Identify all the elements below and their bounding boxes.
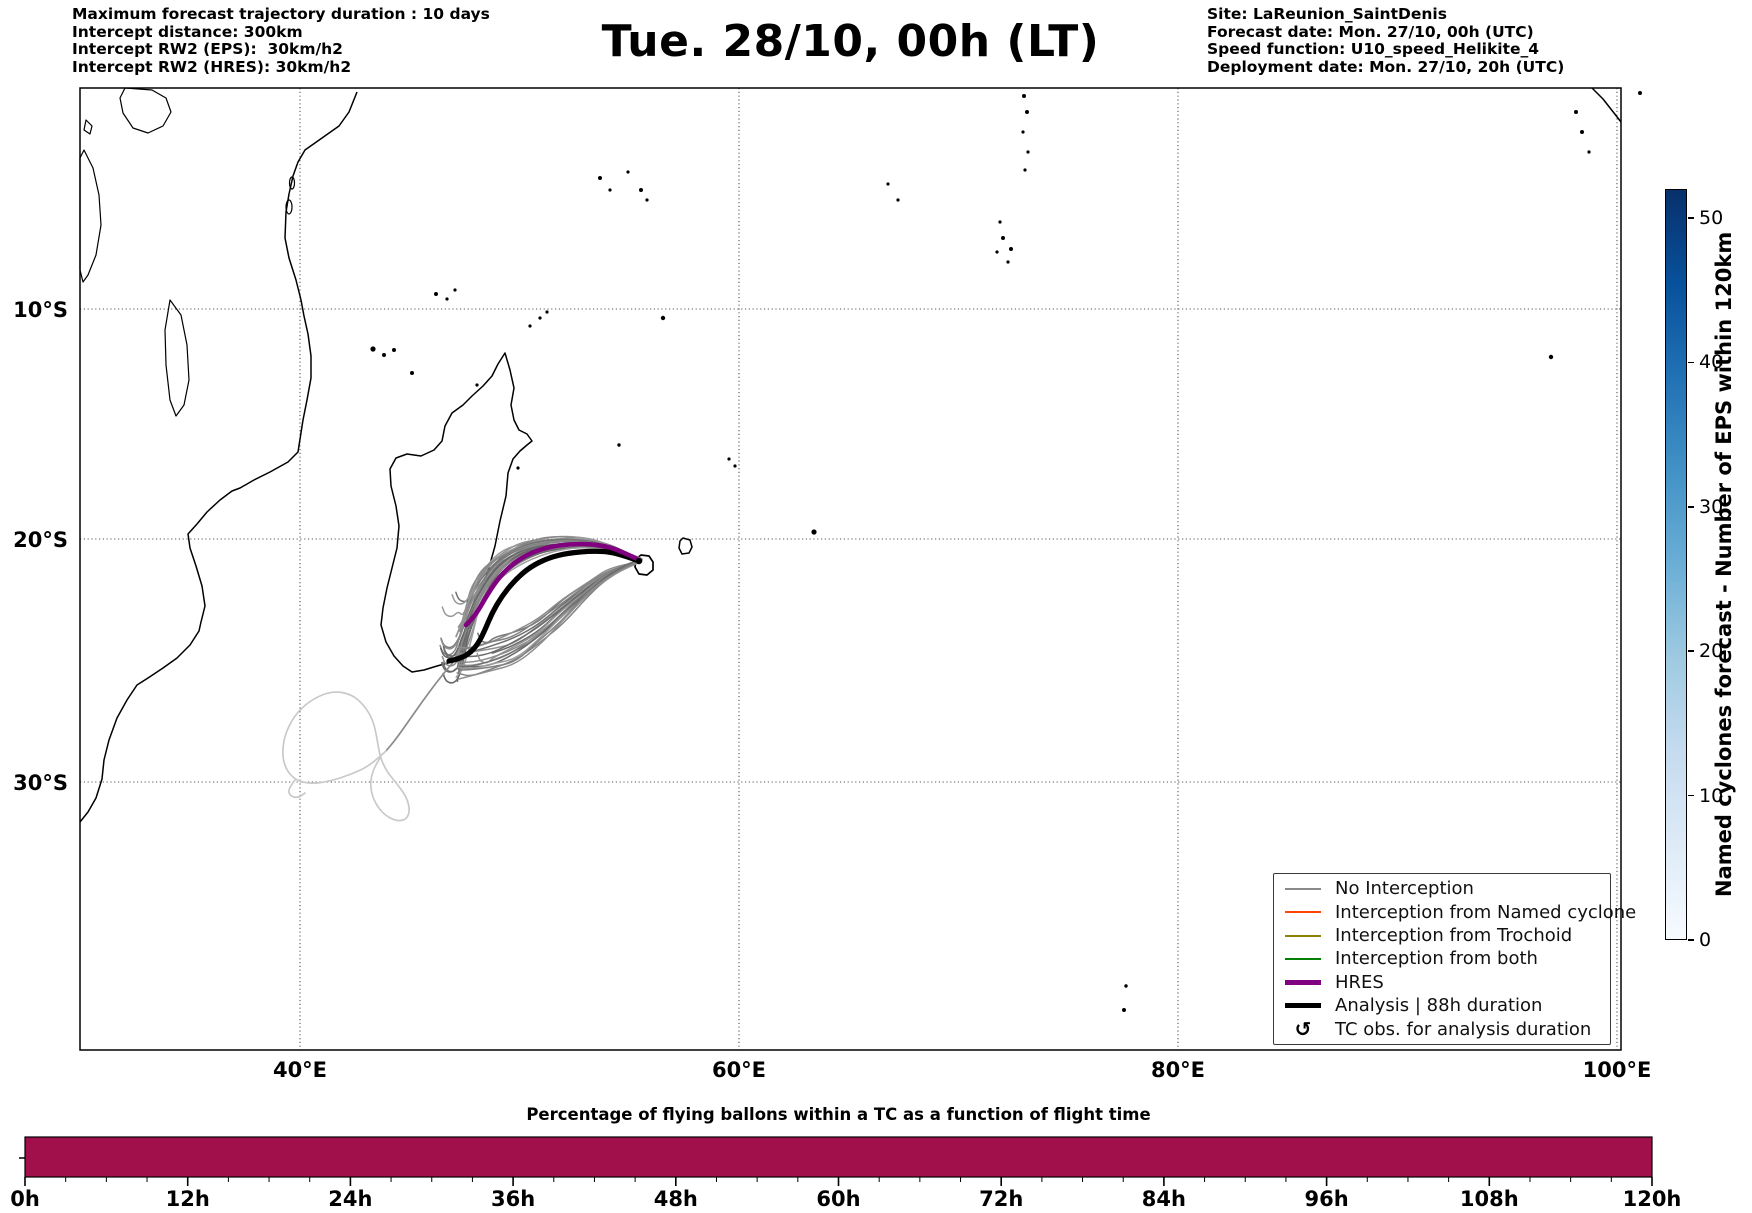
colorbar-tick [1688,650,1694,652]
lon-tick-label: 40°E [273,1058,327,1082]
legend-item: ↺ TC obs. for analysis duration [1274,1017,1610,1042]
bar-x-tick-label: 120h [1623,1187,1682,1211]
legend-item: HRES [1274,971,1610,994]
legend-item-label: Interception from Named cyclone [1335,901,1637,923]
lat-tick-label: 30°S [13,771,68,795]
lat-tick-label: 10°S [13,298,68,322]
hres-track [463,541,640,628]
legend-item-label: Analysis | 88h duration [1335,995,1543,1017]
legend-item: Analysis | 88h duration [1274,994,1610,1017]
bar-x-tick-label: 0h [10,1187,40,1211]
bottom-bar-chart: Percentage of flying ballons within a TC… [10,1105,1681,1211]
colorbar-tick-label: 30 [1699,495,1724,518]
info-deployment-date: Deployment date: Mon. 27/10, 20h (UTC) [1207,58,1565,76]
colorbar-tick-label: 50 [1699,206,1724,229]
colorbar-tick-label: 10 [1699,784,1724,807]
island-pemba [288,176,296,190]
lon-tick-label: 60°E [712,1058,766,1082]
legend-line-sample [1283,979,1323,985]
legend-item: Interception from Named cyclone [1274,901,1636,924]
bottom-chart-title: Percentage of flying ballons within a TC… [526,1105,1150,1124]
bar-x-tick-label: 72h [979,1187,1023,1211]
escape-trajectory-loop [282,691,410,822]
island-dots [370,91,1642,1012]
ensemble-trajectory [455,559,640,656]
legend-line-sample [1283,911,1323,914]
info-site: Site: LaReunion_SaintDenis [1207,5,1447,23]
bar-x-tick-label: 36h [491,1187,535,1211]
analysis-track [446,548,642,664]
figure-title: Tue. 28/10, 00h (LT) [601,16,1100,67]
colorbar-label: Named cyclones forecast - Number of EPS … [1712,231,1736,898]
lake-tanganyika [79,149,102,283]
coast-sumatra [1591,87,1622,123]
escape-trajectory-tail [288,779,306,799]
colorbar-tick-label: 20 [1699,640,1724,663]
lat-tick-label: 20°S [13,528,68,552]
trajectories [282,535,643,822]
legend-line-sample [1283,1003,1323,1009]
tc-obs-icon: ↺ [1294,1017,1312,1042]
colorbar-tick-label: 0 [1699,929,1712,951]
colorbar-tick-label: 40 [1699,351,1724,374]
legend-line-sample [1283,887,1323,890]
colorbar-tick [1688,361,1694,364]
lon-tick-label: 100°E [1583,1058,1652,1082]
info-forecast-date: Forecast date: Mon. 27/10, 00h (UTC) [1207,23,1534,41]
map-axis-labels: 40°E 60°E 80°E 100°E 10°S 20°S 30°S [13,298,1651,1082]
ensemble-trajectory [439,540,640,656]
bar-x-tick-label: 12h [166,1187,210,1211]
bar-x-tick-label: 48h [654,1187,698,1211]
colorbar-tick [1688,505,1694,508]
legend-item: Interception from Trochoid [1274,924,1610,947]
legend-item: Interception from both [1274,947,1610,970]
legend-line-sample [1283,934,1323,937]
param-rw2-eps: Intercept RW2 (EPS): 30km/h2 [72,40,343,58]
ensemble-trajectory [456,559,643,663]
lake-victoria [119,87,172,134]
bar-x-tick-label: 84h [1142,1187,1186,1211]
escape-trajectory-start [385,652,462,752]
legend-item-label: HRES [1335,971,1384,993]
legend-item-label: Interception from Trochoid [1335,925,1573,947]
legend-line-sample [1283,957,1323,960]
lake-malawi [164,299,190,417]
graticule [80,88,1621,1050]
coast-africa [79,91,358,823]
colorbar-tick [1688,217,1694,219]
island-mauritius [678,537,693,555]
ensemble-trajectory [459,561,643,651]
ensemble-trajectory [457,559,640,671]
param-max-duration: Maximum forecast trajectory duration : 1… [72,5,490,23]
param-rw2-hres: Intercept RW2 (HRES): 30km/h2 [72,58,352,76]
legend-item-label: Interception from both [1335,948,1538,970]
info-speed-function: Speed function: U10_speed_Helikite_4 [1207,40,1540,58]
bar-x-tick-label: 24h [328,1187,372,1211]
deployment-site-marker [635,557,643,565]
flight-time-bar [24,1136,1653,1178]
param-intercept-dist: Intercept distance: 300km [72,23,303,41]
legend-item: No Interception [1274,877,1610,900]
bar-x-tick-label: 60h [816,1187,860,1211]
map-legend: No Interception Interception from Named c… [1273,873,1636,1045]
colorbar-gradient [1666,190,1686,939]
map-frame [79,87,1622,1051]
ensemble-trajectory [457,561,642,680]
coastlines [79,87,1622,823]
lake-kivu [83,119,93,135]
colorbar-tick [1688,939,1694,941]
island-zanzibar [285,199,293,215]
legend-item-label: TC obs. for analysis duration [1335,1018,1592,1040]
colorbar [1665,189,1687,940]
ensemble-trajectory [457,544,643,671]
lon-tick-label: 80°E [1151,1058,1205,1082]
coast-madagascar [380,352,533,673]
bar-x-tick-label: 108h [1460,1187,1519,1211]
legend-item-label: No Interception [1335,878,1474,900]
bar-x-tick-label: 96h [1305,1187,1349,1211]
map-border [79,87,1622,1051]
colorbar-tick [1688,794,1694,797]
